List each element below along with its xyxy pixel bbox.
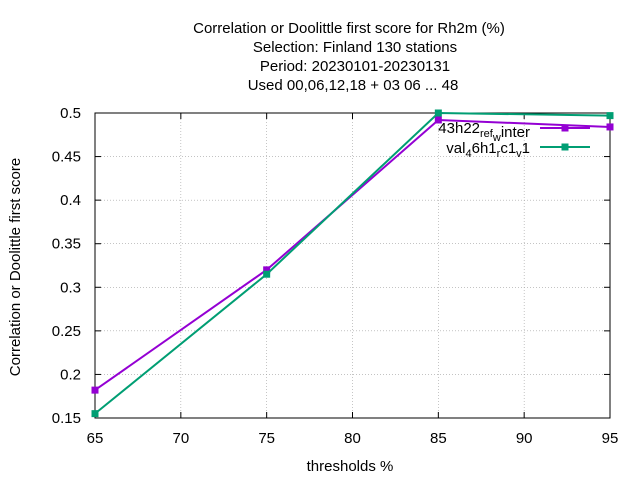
y-tick-label: 0.15 [52, 410, 81, 427]
y-tick-labels: 0.15 0.2 0.25 0.3 0.35 0.4 0.45 0.5 [52, 105, 81, 427]
y-tick-label: 0.3 [60, 279, 81, 296]
series-1-point [91, 386, 99, 394]
y-tick-label: 0.45 [52, 149, 81, 166]
legend-label-series-1: 43h22refwinter [438, 120, 530, 144]
legend-label-series-2: val46h1rc1v1 [446, 140, 530, 160]
y-axis-label: Correlation or Doolittle first score [7, 158, 24, 376]
title-line-1: Correlation or Doolittle first score for… [193, 20, 505, 37]
y-tick-label: 0.5 [60, 105, 81, 122]
series-layer [91, 109, 614, 418]
series-1-point [434, 116, 442, 124]
title-line-2: Selection: Finland 130 stations [253, 39, 457, 56]
legend-marker-series-2 [561, 143, 569, 151]
y-tick-label: 0.35 [52, 236, 81, 253]
x-tick-label: 90 [516, 430, 533, 447]
x-tick-labels: 65 70 75 80 85 90 95 [87, 430, 619, 447]
series-1-point [606, 123, 614, 131]
x-tick-label: 75 [258, 430, 275, 447]
legend-marker-series-1 [561, 124, 569, 132]
series-2-line [94, 111, 611, 415]
title-line-3: Period: 20230101-20230131 [260, 58, 450, 75]
x-tick-label: 80 [344, 430, 361, 447]
y-tick-label: 0.25 [52, 323, 81, 340]
grid [95, 113, 610, 418]
series-2-point [434, 109, 442, 117]
x-axis-label: thresholds % [307, 458, 394, 475]
series-2-point [91, 410, 99, 418]
x-tick-label: 65 [87, 430, 104, 447]
x-tick-label: 95 [602, 430, 619, 447]
series-1-line [94, 118, 611, 391]
title-line-4: Used 00,06,12,18 + 03 06 ... 48 [248, 77, 459, 94]
chart-title: Correlation or Doolittle first score for… [193, 20, 505, 94]
x-tick-label: 70 [172, 430, 189, 447]
series-2-point [263, 270, 271, 278]
x-tick-label: 85 [430, 430, 447, 447]
series-2-point [606, 112, 614, 120]
y-tick-label: 0.4 [60, 192, 81, 209]
y-tick-label: 0.2 [60, 366, 81, 383]
series-1-point [263, 266, 271, 274]
legend: 43h22refwinter val46h1rc1v1 [438, 120, 590, 160]
